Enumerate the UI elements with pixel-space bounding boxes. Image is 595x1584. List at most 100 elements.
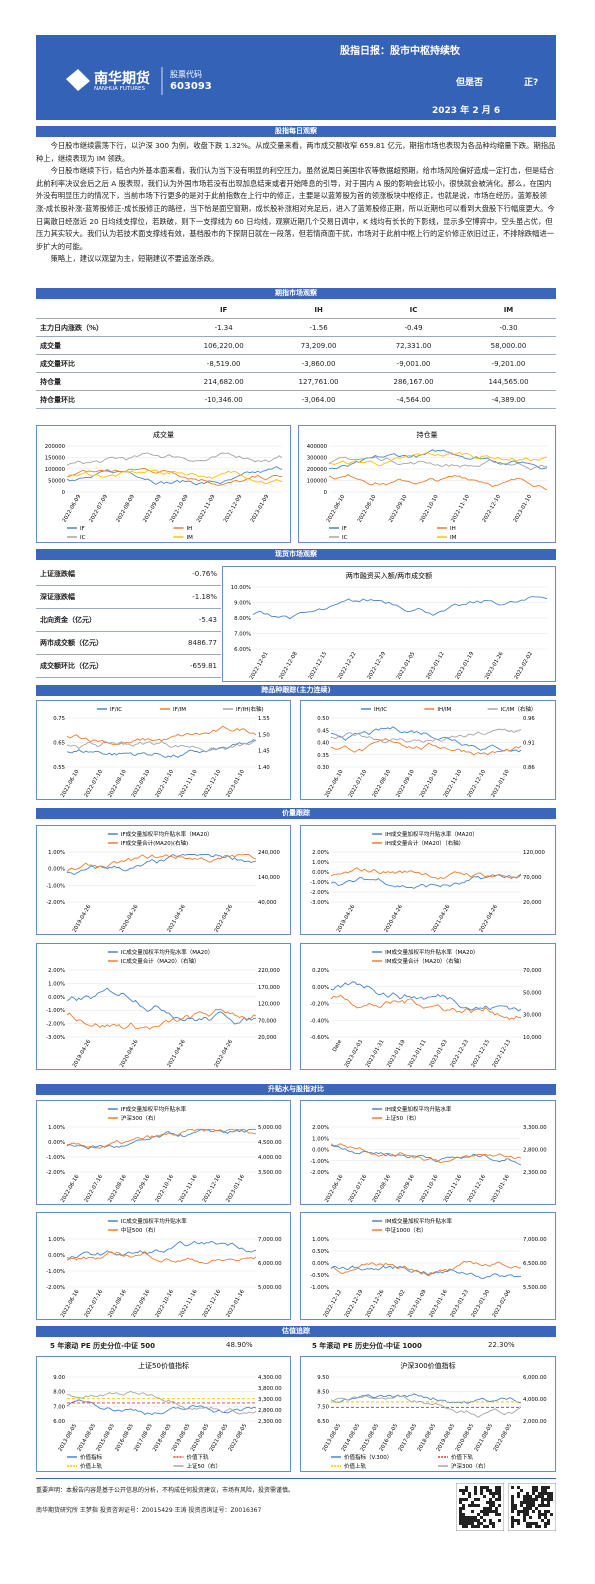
y-tick-label: 0.00% [48, 995, 65, 1001]
y2-tick-label: 170,000 [258, 985, 281, 991]
line-trace [66, 853, 257, 876]
x-tick-label: 2022-12-16 [202, 1173, 223, 1203]
line-trace [66, 739, 257, 758]
line-trace [330, 1143, 522, 1164]
chart-title: 两市融资买入额/两市成交额 [346, 571, 432, 580]
row: 成交量环比 -8,519.00 -3,860.00 -9,001.00 -9,201.0… [36, 354, 556, 373]
legend-label: IM成交量加权平均升贴水率（MA20） [385, 948, 478, 956]
y2-tick-label: 2,300.00 [258, 1419, 282, 1425]
section-bar: 估值追踪 [36, 1326, 556, 1337]
x-tick-label: 2022-11-16 [178, 1288, 199, 1318]
chart-frame: IM成交量加权平均升贴水率（MA20） IM成交量合计（MA20）（右轴） -0.6… [300, 943, 556, 1070]
cell: -1.34 [176, 318, 272, 337]
cell: -5.43 [157, 608, 221, 632]
qr-cell [532, 1504, 535, 1507]
qr-cell [483, 1525, 486, 1528]
qr-cell [538, 1516, 541, 1519]
qr-cell [538, 1513, 541, 1516]
y2-tick-label: 0.86 [523, 765, 535, 771]
row: 成交额环比（亿元） -659.81 [36, 654, 221, 678]
x-tick-label: 2023-01-11 [407, 1039, 428, 1069]
cell: -8,519.00 [176, 354, 272, 373]
qr-cell [526, 1501, 529, 1504]
qr-cell [532, 1486, 535, 1489]
line-trace [330, 1393, 522, 1404]
qr-cell [495, 1513, 498, 1516]
legend-label: IM成交量加权平均升贴水率 [385, 1217, 452, 1225]
qr-cell [523, 1516, 526, 1519]
cell: -0.30 [461, 318, 556, 337]
qr-cell [535, 1489, 538, 1492]
qr-cell [529, 1495, 532, 1498]
qr-cell [486, 1507, 489, 1510]
qr-cell [544, 1522, 547, 1525]
y2-tick-label: 4,000.00 [523, 1397, 547, 1403]
qr-cell [498, 1498, 501, 1501]
x-tick-label: 2017-08-05 [133, 1423, 154, 1453]
qr-cell [495, 1486, 498, 1489]
y2-tick-label: 0.91 [523, 741, 535, 747]
qr-cell [547, 1522, 550, 1525]
qr-cell [489, 1492, 492, 1495]
x-tick-label: 2018-08-05 [417, 1423, 438, 1453]
row: 持仓量 214,682.00 127,761.00 286,167.00 144,565… [36, 372, 556, 391]
y-tick-label: 0.00% [312, 870, 329, 876]
x-tick-label: 2022-08-05 [228, 1423, 249, 1453]
x-tick-label: 2022-08-10 [107, 768, 128, 798]
x-tick-label: 2023-01-16 [225, 1173, 246, 1203]
x-tick-label: 2021-08-05 [474, 1423, 495, 1453]
line-trace [330, 1394, 522, 1418]
x-tick-label: 2023-01-23 [449, 1289, 470, 1319]
x-tick-label: 2022-10-10 [154, 768, 175, 798]
qr-cell [465, 1522, 468, 1525]
valuation-label: 5 年滚动 PE 历史分位-中证 500 [50, 1342, 156, 1350]
x-tick-label: 2023-01-16 [428, 1288, 449, 1318]
x-tick-label: 2022-07-10 [84, 768, 105, 798]
legend-label: 价值指标 [80, 1453, 103, 1461]
qr-cell [550, 1495, 553, 1498]
y-tick-label: 6.00% [234, 647, 251, 653]
qr-cell [529, 1522, 532, 1525]
x-tick-label: 2013-08-05 [58, 1423, 79, 1453]
y-tick-label: 1.00% [48, 1125, 65, 1131]
qr-cell [541, 1519, 544, 1522]
qr-cell [526, 1513, 529, 1516]
y2-tick-label: 2,800.00 [523, 1148, 547, 1154]
x-tick-label: 2022-07-10 [348, 768, 369, 798]
qr-cell [474, 1504, 477, 1507]
legend-label: 沪深300（右） [451, 1462, 489, 1470]
qr-cell [523, 1501, 526, 1504]
qr-cell [547, 1510, 550, 1513]
code: 603093 [170, 81, 212, 92]
y2-tick-label: 5,500.00 [523, 1285, 547, 1291]
y2-tick-label: 120,000 [258, 1002, 281, 1008]
x-tick-label: 2022-11-10 [178, 768, 199, 798]
qr-cell [492, 1501, 495, 1504]
chart-title: 上证50价值指标 [138, 1361, 189, 1370]
qr-cell [489, 1498, 492, 1501]
column-header: IH [271, 301, 367, 319]
legend-label: IM成交量合计（MA20）（右轴） [385, 957, 465, 965]
chart-frame: IH成交量加权平均升贴水率（MA20） IH成交量合计（MA20）（右轴） -3.0… [300, 825, 556, 935]
y-tick-label: 8.00% [234, 616, 251, 622]
line-trace [66, 1128, 257, 1149]
y2-tick-label: 0.96 [523, 716, 535, 722]
qr-cell [462, 1504, 465, 1507]
y-tick-label: 0 [324, 490, 328, 496]
x-tick-label: 2023-01-31 [365, 1039, 386, 1069]
daily-text: 今日股市继续震荡下行，以沪深 300 为例，收盘下跌 1.32%。从成交量来看，… [36, 140, 556, 266]
x-tick-label: 2020-04-26 [119, 1038, 140, 1068]
qr-cell [480, 1510, 483, 1513]
y-tick-label: 0.00% [48, 1253, 65, 1259]
chart-frame: IF成交量加权平均升贴水率 沪深300（右） -2.00% -1.00% 0.00% 1.… [36, 1100, 291, 1205]
cell: 8486.77 [157, 631, 221, 655]
qr-cell [483, 1519, 486, 1522]
y-tick-label: 200000 [45, 444, 66, 450]
valuation-value: 48.90% [226, 1341, 253, 1349]
x-tick-label: 2023-01-09 [407, 1289, 428, 1319]
qr-cell [477, 1522, 480, 1525]
authors: 南华期货研究所 王梦指 投资咨询证号：Z0015429 王涛 投资咨询证号：Z0… [36, 1507, 262, 1514]
cell: -4,389.00 [461, 390, 556, 409]
qr-cell [541, 1495, 544, 1498]
y-tick-label: 1.00% [312, 1136, 329, 1142]
